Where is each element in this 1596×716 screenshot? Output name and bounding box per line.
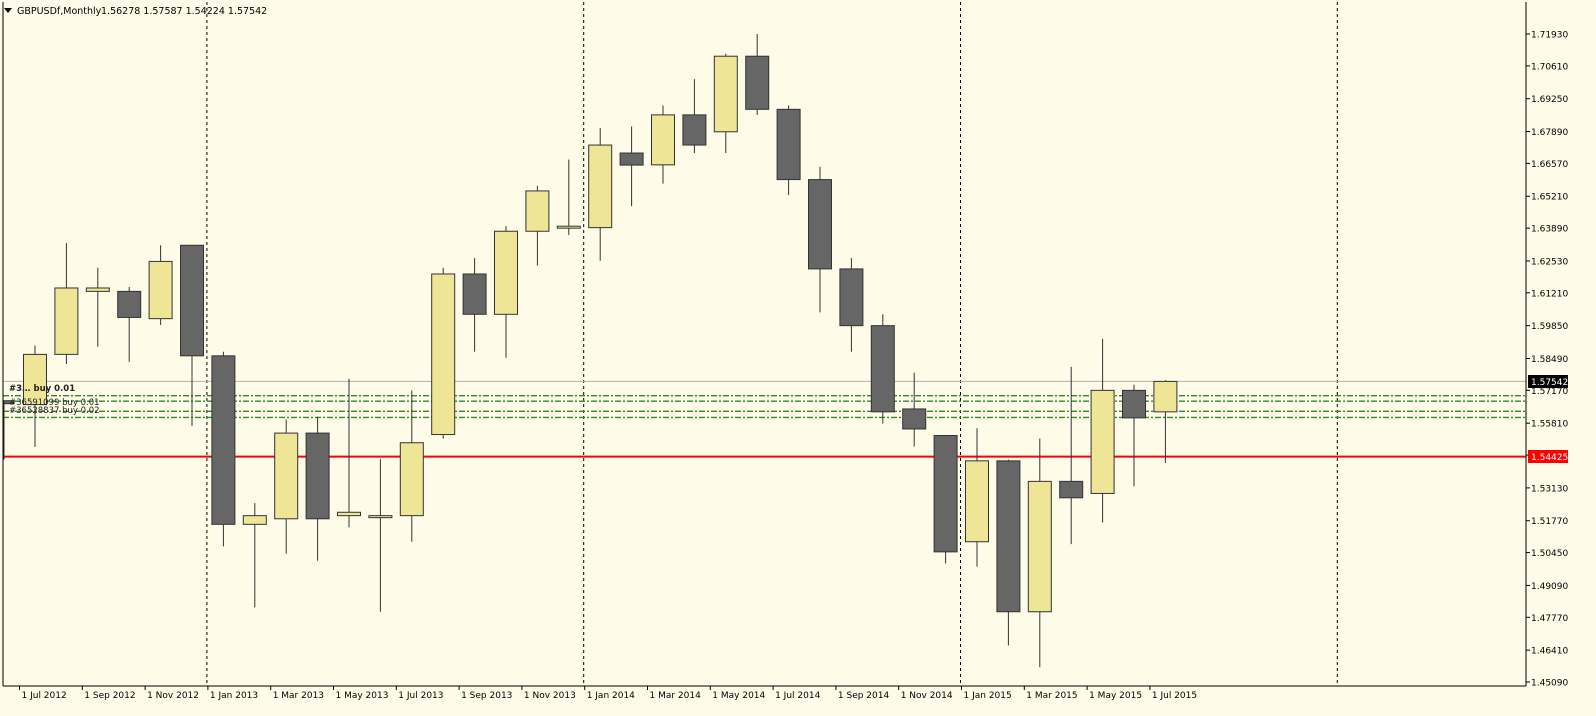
candle-body	[242, 515, 267, 525]
candle-body	[1059, 480, 1084, 499]
y-tick-label: 1.67890	[1531, 128, 1568, 138]
candle-body	[745, 55, 770, 110]
candle-body	[588, 144, 613, 229]
order-label: #36528837 buy 0.02	[9, 406, 100, 416]
x-tick-label: 1 Nov 2014	[901, 691, 953, 701]
y-tick-label: 1.61210	[1531, 289, 1568, 299]
candle-body	[431, 273, 456, 436]
x-tick-label: 1 Jul 2012	[22, 691, 67, 701]
y-tick-label: 1.50450	[1531, 549, 1568, 559]
y-tick-label: 1.57170	[1531, 387, 1568, 397]
candle-body	[117, 290, 142, 318]
candle-body	[399, 442, 424, 517]
candle-body	[556, 225, 581, 229]
x-tick-label: 1 Jul 2014	[775, 691, 820, 701]
candle-body	[462, 273, 487, 315]
x-tick-label: 1 Jan 2015	[964, 691, 1012, 701]
symbol-label: GBPUSDf,Monthly	[17, 6, 102, 17]
candle-body	[619, 152, 644, 166]
price-badge-current: 1.57542	[1528, 375, 1568, 388]
candle-body	[682, 114, 707, 146]
candle-body	[839, 268, 864, 327]
x-tick-label: 1 Nov 2012	[147, 691, 199, 701]
order-labels: #3… buy 0.01 #36591099 buy 0.01#36528837 …	[9, 384, 100, 416]
y-tick-label: 1.62530	[1531, 257, 1568, 267]
candle-body	[180, 244, 204, 357]
candle-body	[85, 287, 110, 292]
x-tick-label: 1 Jul 2013	[398, 691, 443, 701]
candle-body	[1153, 380, 1178, 413]
candle-body	[337, 511, 361, 517]
candles	[3, 34, 1178, 668]
candle-body	[996, 460, 1021, 613]
chart-header: GBPUSDf,Monthly 1.56278 1.57587 1.54224 …	[4, 6, 267, 17]
candle-body	[776, 108, 801, 181]
x-tick-label: 1 Mar 2014	[650, 691, 702, 701]
candle-body	[274, 432, 299, 520]
candle-body	[1027, 480, 1052, 613]
x-tick-label: 1 Mar 2015	[1026, 691, 1077, 701]
y-tick-label: 1.58490	[1531, 355, 1568, 365]
candle-body	[494, 230, 518, 315]
y-tick-label: 1.66570	[1531, 160, 1568, 170]
y-tick-label: 1.45090	[1531, 679, 1568, 689]
candle-body	[713, 55, 738, 133]
x-tick-label: 1 Mar 2013	[273, 691, 324, 701]
y-tick-label: 1.55810	[1531, 420, 1568, 430]
y-tick-label: 1.51770	[1531, 517, 1568, 527]
period-separators	[206, 2, 1338, 686]
y-tick-label: 1.59850	[1531, 322, 1568, 332]
y-tick-label: 1.63890	[1531, 225, 1568, 235]
candle-body	[651, 114, 675, 166]
axes: 1.71930 1.70610 1.69250 1.67890 1.66570 1.652…	[2, 2, 1568, 701]
candle-body	[1122, 389, 1146, 419]
y-tick-label: 1.53130	[1531, 484, 1568, 494]
y-tick-label: 1.71930	[1531, 31, 1568, 41]
y-tick-label: 1.47770	[1531, 614, 1568, 624]
y-tick-label: 1.65210	[1531, 193, 1568, 203]
x-tick-label: 1 Sep 2012	[84, 691, 135, 701]
candle-body	[902, 408, 927, 430]
candle-body	[305, 432, 330, 520]
y-tick-label: 1.49090	[1531, 582, 1568, 592]
candle-body	[148, 260, 173, 320]
x-tick-label: 1 May 2014	[712, 691, 765, 701]
svg-text:1.54425: 1.54425	[1531, 453, 1568, 463]
candle-body	[54, 287, 79, 355]
y-tick-label: 1.70610	[1531, 62, 1568, 72]
x-tick-label: 1 May 2015	[1089, 691, 1142, 701]
ohlc-readout: 1.56278 1.57587 1.54224 1.57542	[101, 6, 267, 17]
candle-body	[1090, 389, 1115, 494]
order-label: #3… buy 0.01	[9, 384, 75, 394]
x-tick-label: 1 Jul 2015	[1152, 691, 1197, 701]
horizontal-lines	[3, 380, 1526, 458]
candle-body	[808, 179, 832, 270]
x-tick-label: 1 Jan 2013	[210, 691, 258, 701]
x-tick-label: 1 May 2013	[336, 691, 389, 701]
candle-body	[933, 434, 958, 553]
y-tick-label: 1.46410	[1531, 647, 1568, 657]
price-badge-red-line: 1.54425	[1528, 450, 1568, 463]
order-label: #36591099 buy 0.01	[9, 398, 100, 408]
candle-body	[870, 325, 895, 413]
dropdown-triangle-icon[interactable]	[4, 8, 12, 13]
candle-body	[211, 355, 236, 525]
x-tick-label: 1 Sep 2013	[461, 691, 512, 701]
x-tick-label: 1 Jan 2014	[587, 691, 635, 701]
candle-body	[525, 190, 550, 232]
candle-body	[368, 515, 393, 519]
x-tick-label: 1 Nov 2013	[524, 691, 576, 701]
candle-body	[965, 460, 989, 543]
svg-text:1.57542: 1.57542	[1531, 378, 1568, 388]
candle-body	[23, 353, 47, 406]
x-tick-label: 1 Sep 2014	[838, 691, 890, 701]
y-tick-label: 1.69250	[1531, 95, 1568, 105]
